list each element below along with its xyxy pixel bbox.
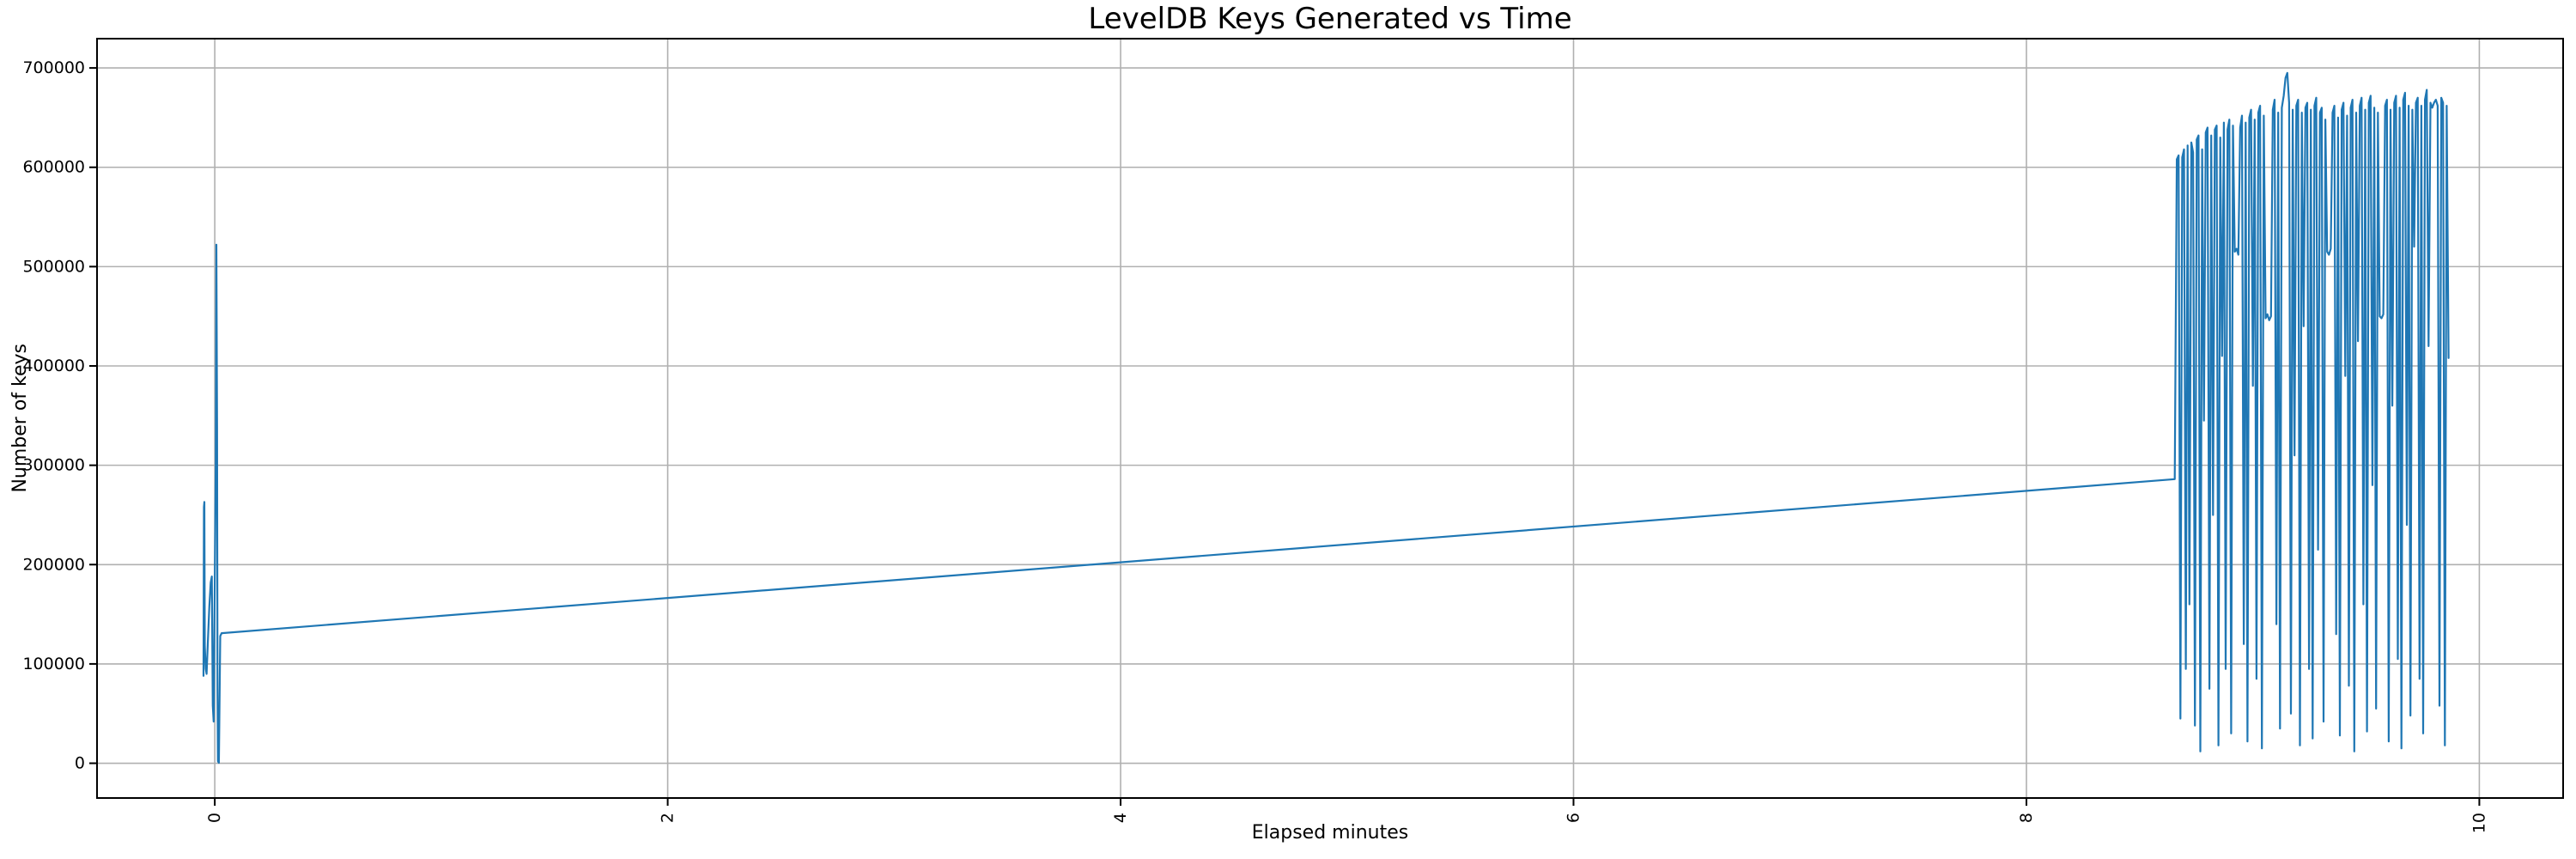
y-tick-label: 0 [75, 754, 85, 773]
x-tick-label: 0 [205, 813, 224, 823]
chart-title: LevelDB Keys Generated vs Time [1088, 2, 1572, 36]
data-line [202, 71, 2450, 765]
x-tick-label: 4 [1111, 813, 1130, 823]
y-tick-label: 200000 [22, 555, 85, 574]
x-tick-label: 6 [1564, 813, 1583, 823]
x-tick-label: 2 [659, 813, 677, 823]
y-tick-label: 600000 [22, 158, 85, 177]
y-tick-label: 100000 [22, 655, 85, 673]
y-tick-label: 700000 [22, 58, 85, 77]
y-axis-label-container: Number of keys [5, 39, 34, 798]
y-axis-label: Number of keys [9, 344, 31, 493]
x-axis-label: Elapsed minutes [1251, 822, 1409, 844]
y-tick-label: 500000 [22, 257, 85, 276]
x-tick-label: 10 [2470, 813, 2488, 833]
plot-border [96, 38, 2564, 799]
x-tick-label: 8 [2017, 813, 2036, 823]
y-tick-label: 300000 [22, 456, 85, 475]
y-tick-label: 400000 [22, 356, 85, 375]
